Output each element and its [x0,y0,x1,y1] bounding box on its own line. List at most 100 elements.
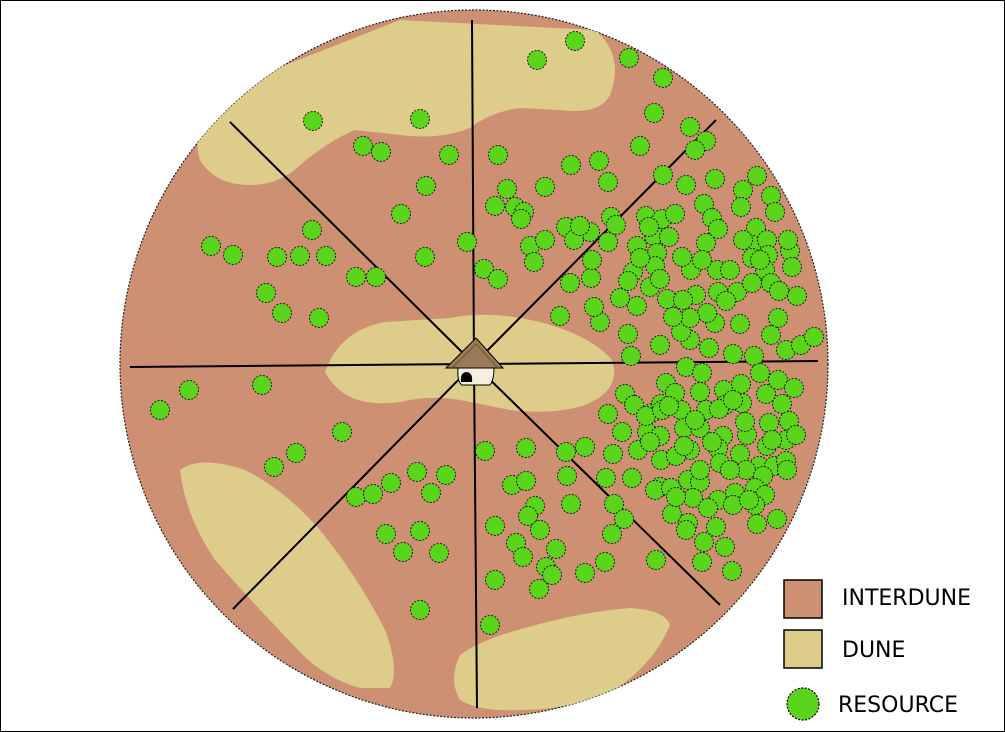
resource-dot [316,246,336,266]
resource-dot [742,273,762,293]
resource-dot [645,480,665,500]
resource-dot [346,487,366,507]
resource-dot [653,165,673,185]
resource-dot [485,570,505,590]
sector-line-west [129,363,475,368]
resource-dot [705,169,725,189]
resource-dot [598,232,618,252]
resource-dot [680,308,700,328]
sector-line-northwest [229,121,475,365]
resource-dot [363,484,383,504]
resource-dot [602,524,622,544]
resource-dot [309,308,329,328]
resource-dot [415,247,435,267]
resource-dot [630,136,650,156]
resource-dot [529,579,549,599]
resource-dot [575,437,595,457]
resource-dot [765,202,785,222]
resource-dot [497,179,517,199]
resource-dot [692,363,712,383]
resource-dot [474,259,494,279]
hut-icon [444,337,505,386]
resource-dot [627,296,647,316]
resource-dot [723,344,743,364]
resource-dot [475,441,495,461]
resource-dot [674,436,694,456]
resource-dot [589,151,609,171]
resource-dot [376,524,396,544]
resource-dot [353,136,373,156]
sector-line-south [473,363,478,709]
resource-dot [575,563,595,583]
legend-interdune-swatch [783,579,823,619]
resource-dot [733,230,753,250]
resource-dot [516,438,536,458]
resource-dot [672,247,692,267]
resource-dot [264,457,284,477]
resource-dot [179,380,199,400]
resource-dot [782,257,802,277]
resource-dot [286,443,306,463]
resource-dot [659,227,679,247]
dune-patches [180,20,670,711]
resource-dot [488,269,508,289]
resource-dot [393,542,413,562]
resource-dot [488,145,508,165]
resource-dot [747,166,767,186]
resource-dot [639,217,659,237]
resource-dot [787,286,807,306]
resource-dot [699,338,719,358]
resource-dot [680,117,700,137]
resource-dot [582,250,602,270]
resource-dot [676,520,696,540]
resource-dot [777,460,797,480]
resource-dot [557,466,577,486]
resource-dot [720,460,740,480]
resource-dot [485,516,505,536]
resource-dot [581,268,601,288]
resource-dot [747,514,767,534]
resource-dot [650,335,670,355]
resource-dot [516,471,536,491]
resource-dot [391,204,411,224]
resource-dot [410,600,430,620]
resource-dot [618,271,638,291]
legend-dune-swatch [783,629,823,669]
resource-dot [604,494,624,514]
resource-dot [621,346,641,366]
resource-dot [659,396,679,416]
resource-dot [723,390,743,410]
resource-dot [761,325,781,345]
dune-patch-southwest [180,462,394,688]
resource-dot [524,252,544,272]
resource-dot [381,473,401,493]
resource-dot [685,410,705,430]
resource-dot [150,400,170,420]
resource-dot [653,68,673,88]
resource-dot [630,248,650,268]
resource-dot [756,384,776,404]
resource-dot [267,247,287,267]
resource-dot [662,504,682,524]
resource-dot [772,394,792,414]
resource-dot [690,382,710,402]
sector-line-southeast [473,363,721,606]
resource-dot [407,462,427,482]
resource-dot [640,432,660,452]
resource-dot [303,111,323,131]
resource-dot [527,50,547,70]
resource-dot [511,209,531,229]
resource-dot [739,490,759,510]
resource-dot [421,483,441,503]
sector-line-north [471,19,475,365]
resource-dot [750,250,770,270]
resource-dot [663,307,683,327]
resource-dot [560,273,580,293]
resource-dot [786,425,806,445]
resource-dot [804,327,824,347]
resource-dot [733,180,753,200]
resource-dot [598,172,618,192]
resource-dot [366,267,386,287]
resource-dot [429,543,449,563]
resource-dot [722,561,742,581]
